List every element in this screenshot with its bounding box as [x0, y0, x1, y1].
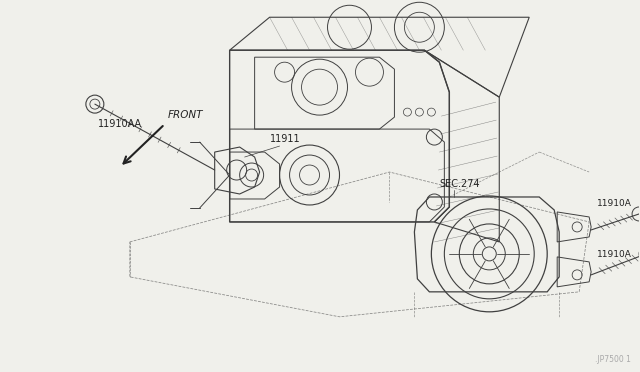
- Text: FRONT: FRONT: [168, 110, 204, 120]
- Text: .JP7500 1: .JP7500 1: [595, 355, 631, 364]
- Text: 11910AA: 11910AA: [98, 119, 142, 129]
- Text: 11910A: 11910A: [597, 250, 632, 259]
- Text: SEC.274: SEC.274: [439, 179, 480, 189]
- Text: 11910A: 11910A: [597, 199, 632, 208]
- Text: 11911: 11911: [269, 134, 300, 144]
